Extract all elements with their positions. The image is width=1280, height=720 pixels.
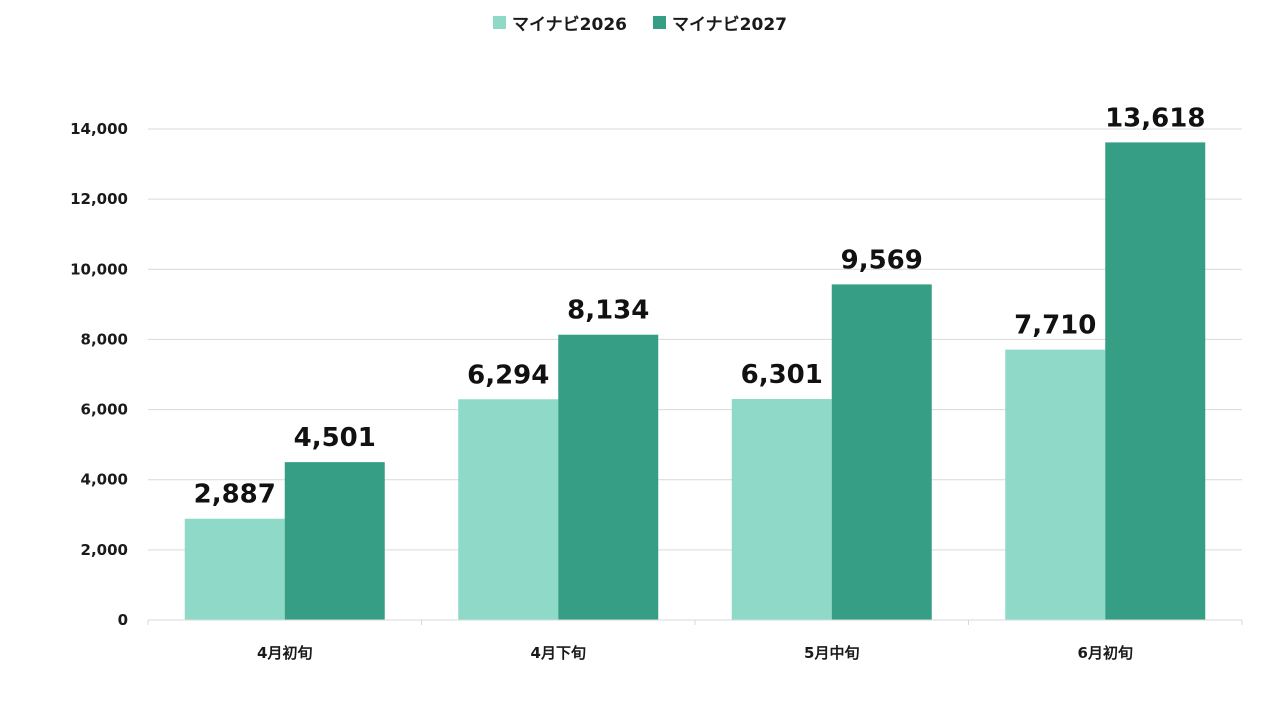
- data-labels: 2,887 4,501 6,294 8,134 6,301 9,569 7,710 13,61…: [194, 103, 1206, 509]
- x-category-label: 5月中旬: [804, 644, 859, 662]
- y-tick-label: 0: [118, 611, 128, 629]
- x-category-label: 4月初旬: [257, 644, 312, 662]
- bar-series-1-4: [1005, 349, 1106, 620]
- data-label-series-2-3: 9,569: [841, 245, 923, 275]
- y-tick-label: 8,000: [81, 330, 128, 348]
- data-label-series-1-3: 6,301: [741, 360, 823, 390]
- legend: マイナビ2026 マイナビ2027: [0, 10, 1280, 35]
- bar-series-1-2: [458, 399, 559, 620]
- legend-item-series-1: マイナビ2026: [493, 10, 627, 35]
- y-tick-label: 2,000: [81, 541, 128, 559]
- bars: [184, 142, 1206, 621]
- bar-series-2-1: [284, 462, 385, 620]
- y-tick-label: 4,000: [81, 471, 128, 489]
- legend-swatch-series-1: [493, 16, 507, 29]
- data-label-series-2-1: 4,501: [294, 423, 376, 453]
- x-category-label: 4月下旬: [531, 644, 586, 662]
- y-tick-label: 14,000: [70, 120, 128, 138]
- x-category-label: 6月初旬: [1078, 644, 1133, 662]
- data-label-series-1-2: 6,294: [467, 360, 549, 390]
- bar-series-2-4: [1105, 142, 1206, 621]
- legend-item-series-2: マイナビ2027: [653, 10, 787, 35]
- data-label-series-2-2: 8,134: [567, 296, 649, 326]
- y-tick-label: 6,000: [81, 401, 128, 419]
- bar-series-1-3: [731, 399, 832, 620]
- bar-series-1-1: [184, 518, 285, 620]
- legend-label-series-2: マイナビ2027: [672, 15, 787, 35]
- data-label-series-2-4: 13,618: [1105, 103, 1205, 133]
- bar-series-2-3: [831, 284, 932, 620]
- data-label-series-1-4: 7,710: [1014, 311, 1096, 341]
- legend-swatch-series-2: [653, 16, 666, 29]
- y-tick-label: 12,000: [70, 190, 128, 208]
- y-tick-label: 10,000: [70, 260, 128, 278]
- bar-series-2-2: [558, 334, 659, 620]
- data-label-series-1-1: 2,887: [194, 480, 276, 510]
- legend-label-series-1: マイナビ2026: [512, 15, 627, 35]
- axes: 0 2,000 4,000 6,000 8,000 10,000 12,000 14,000 4…: [70, 120, 1243, 662]
